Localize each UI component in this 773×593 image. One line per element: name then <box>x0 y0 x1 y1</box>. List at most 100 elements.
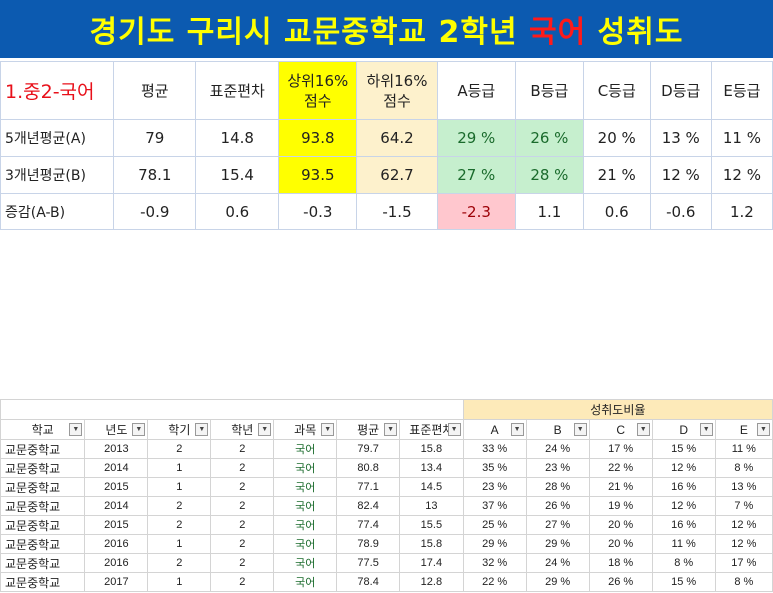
table-cell[interactable]: 12 % <box>714 515 773 535</box>
table-cell[interactable]: 교문중학교 <box>0 439 86 459</box>
filter-dropdown-icon[interactable]: ▼ <box>69 423 83 436</box>
table-cell[interactable]: 국어 <box>273 439 338 459</box>
table-cell[interactable]: 8 % <box>714 572 773 592</box>
table-cell[interactable]: 33 % <box>462 439 527 459</box>
table-cell[interactable]: 교문중학교 <box>0 553 86 573</box>
table-cell[interactable]: 2015 <box>84 477 149 497</box>
table-cell[interactable]: 국어 <box>273 458 338 478</box>
table-cell[interactable]: 29 % <box>525 572 590 592</box>
table-cell[interactable]: 26 % <box>588 572 653 592</box>
table-cell[interactable]: 25 % <box>462 515 527 535</box>
table-cell[interactable]: 2 <box>210 553 275 573</box>
table-cell[interactable]: 28 % <box>525 477 590 497</box>
table-cell[interactable]: 22 % <box>462 572 527 592</box>
table-cell[interactable]: 1 <box>147 458 212 478</box>
table-cell[interactable]: 29 % <box>525 534 590 554</box>
table-cell[interactable]: 2 <box>210 515 275 535</box>
table-cell[interactable]: 1 <box>147 477 212 497</box>
table-cell[interactable]: 2 <box>147 553 212 573</box>
table-cell[interactable]: 14.5 <box>399 477 464 497</box>
table-cell[interactable]: 18 % <box>588 553 653 573</box>
table-cell[interactable]: 2 <box>210 534 275 554</box>
table-cell[interactable]: 24 % <box>525 439 590 459</box>
table-cell[interactable]: 국어 <box>273 515 338 535</box>
table-cell[interactable]: 29 % <box>462 534 527 554</box>
table-cell[interactable]: 13 % <box>714 477 773 497</box>
table-cell[interactable]: 2 <box>147 496 212 516</box>
table-cell[interactable]: 11 % <box>714 439 773 459</box>
table-cell[interactable]: 1 <box>147 534 212 554</box>
table-cell[interactable]: 16 % <box>651 515 716 535</box>
table-cell[interactable]: 15 % <box>651 572 716 592</box>
table-cell[interactable]: 78.4 <box>336 572 401 592</box>
table-cell[interactable]: 교문중학교 <box>0 534 86 554</box>
table-cell[interactable]: 2015 <box>84 515 149 535</box>
table-cell[interactable]: 35 % <box>462 458 527 478</box>
table-cell[interactable]: 77.1 <box>336 477 401 497</box>
table-cell[interactable]: 23 % <box>525 458 590 478</box>
table-cell[interactable]: 17 % <box>588 439 653 459</box>
table-cell[interactable]: 2014 <box>84 458 149 478</box>
table-cell[interactable]: 교문중학교 <box>0 477 86 497</box>
table-cell[interactable]: 12 % <box>651 458 716 478</box>
table-cell[interactable]: 2 <box>210 458 275 478</box>
table-cell[interactable]: 20 % <box>588 515 653 535</box>
table-cell[interactable]: 12 % <box>714 534 773 554</box>
table-cell[interactable]: 2016 <box>84 553 149 573</box>
table-cell[interactable]: 78.9 <box>336 534 401 554</box>
filter-dropdown-icon[interactable]: ▼ <box>757 423 770 436</box>
filter-dropdown-icon[interactable]: ▼ <box>321 423 335 436</box>
table-cell[interactable]: 15.8 <box>399 439 464 459</box>
table-cell[interactable]: 80.8 <box>336 458 401 478</box>
table-cell[interactable]: 20 % <box>588 534 653 554</box>
table-cell[interactable]: 2013 <box>84 439 149 459</box>
table-cell[interactable]: 2 <box>210 477 275 497</box>
table-cell[interactable]: 교문중학교 <box>0 496 86 516</box>
table-cell[interactable]: 16 % <box>651 477 716 497</box>
table-cell[interactable]: 77.4 <box>336 515 401 535</box>
table-cell[interactable]: 2 <box>147 439 212 459</box>
table-cell[interactable]: 2 <box>147 515 212 535</box>
filter-dropdown-icon[interactable]: ▼ <box>132 423 146 436</box>
table-cell[interactable]: 8 % <box>651 553 716 573</box>
table-cell[interactable]: 13.4 <box>399 458 464 478</box>
table-cell[interactable]: 2014 <box>84 496 149 516</box>
table-cell[interactable]: 2016 <box>84 534 149 554</box>
table-cell[interactable]: 교문중학교 <box>0 458 86 478</box>
filter-dropdown-icon[interactable]: ▼ <box>510 423 524 436</box>
table-cell[interactable]: 15 % <box>651 439 716 459</box>
table-cell[interactable]: 13 <box>399 496 464 516</box>
table-cell[interactable]: 17.4 <box>399 553 464 573</box>
table-cell[interactable]: 19 % <box>588 496 653 516</box>
table-cell[interactable]: 32 % <box>462 553 527 573</box>
table-cell[interactable]: 11 % <box>651 534 716 554</box>
table-cell[interactable]: 26 % <box>525 496 590 516</box>
table-cell[interactable]: 2 <box>210 439 275 459</box>
table-cell[interactable]: 24 % <box>525 553 590 573</box>
table-cell[interactable]: 23 % <box>462 477 527 497</box>
table-cell[interactable]: 79.7 <box>336 439 401 459</box>
table-cell[interactable]: 8 % <box>714 458 773 478</box>
table-cell[interactable]: 17 % <box>714 553 773 573</box>
table-cell[interactable]: 12.8 <box>399 572 464 592</box>
table-cell[interactable]: 22 % <box>588 458 653 478</box>
table-cell[interactable]: 77.5 <box>336 553 401 573</box>
table-cell[interactable]: 2 <box>210 572 275 592</box>
filter-dropdown-icon[interactable]: ▼ <box>699 423 713 436</box>
table-cell[interactable]: 교문중학교 <box>0 515 86 535</box>
table-cell[interactable]: 37 % <box>462 496 527 516</box>
table-cell[interactable]: 2017 <box>84 572 149 592</box>
filter-dropdown-icon[interactable]: ▼ <box>447 423 461 436</box>
table-cell[interactable]: 82.4 <box>336 496 401 516</box>
table-cell[interactable]: 15.8 <box>399 534 464 554</box>
table-cell[interactable]: 21 % <box>588 477 653 497</box>
filter-dropdown-icon[interactable]: ▼ <box>636 423 650 436</box>
table-cell[interactable]: 27 % <box>525 515 590 535</box>
table-cell[interactable]: 교문중학교 <box>0 572 86 592</box>
filter-dropdown-icon[interactable]: ▼ <box>573 423 587 436</box>
table-cell[interactable]: 국어 <box>273 553 338 573</box>
filter-dropdown-icon[interactable]: ▼ <box>195 423 209 436</box>
table-cell[interactable]: 1 <box>147 572 212 592</box>
table-cell[interactable]: 7 % <box>714 496 773 516</box>
table-cell[interactable]: 국어 <box>273 572 338 592</box>
